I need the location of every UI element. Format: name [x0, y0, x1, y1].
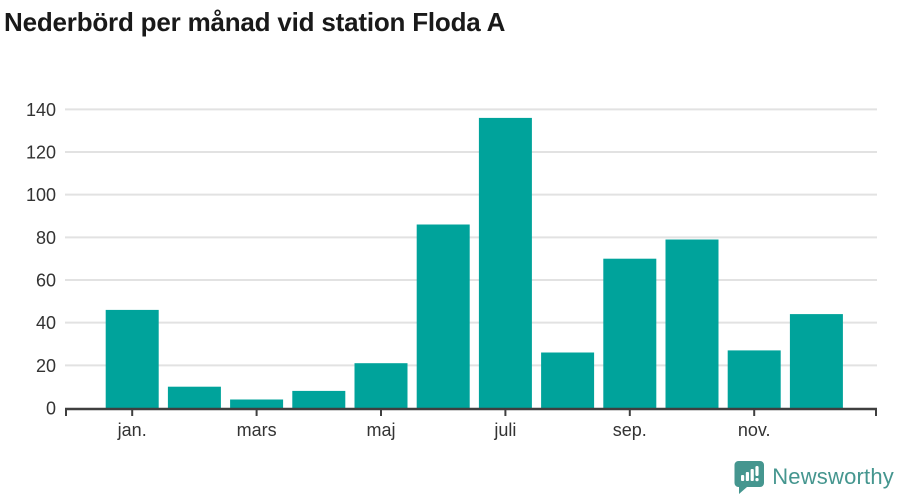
speech-bubble-shape	[734, 461, 765, 494]
bar-mars	[230, 399, 284, 408]
bar-apr.	[292, 390, 346, 408]
x-axis-tick-label: juli	[493, 420, 516, 440]
bar-feb.	[167, 386, 221, 408]
exclamation-stem	[755, 466, 759, 476]
y-axis-tick-label: 0	[46, 399, 56, 419]
y-axis-tick-label: 100	[26, 185, 56, 205]
x-axis-tick-label: jan.	[117, 420, 147, 440]
x-axis-tick-label: nov.	[738, 420, 771, 440]
bar-jan.	[105, 309, 159, 408]
y-axis-tick-label: 120	[26, 143, 56, 163]
newsworthy-logo-icon	[734, 461, 765, 494]
bar-sep.	[603, 258, 657, 408]
y-axis-tick-label: 60	[36, 271, 56, 291]
bar-maj	[354, 363, 408, 408]
brand-name: Newsworthy	[772, 464, 894, 489]
x-axis-tick-label: mars	[237, 420, 277, 440]
bar-okt.	[665, 239, 719, 408]
newsworthy-brand: Newsworthy	[734, 460, 894, 494]
y-axis-tick-label: 80	[36, 228, 56, 248]
bar-nov.	[727, 350, 781, 408]
y-axis-tick-label: 20	[36, 356, 56, 376]
bar-juli	[478, 117, 532, 409]
bar-juni	[416, 224, 470, 408]
bar-chart-svg: 0 20 40 60 80 100 120 140 jan. mars maj juli sep. nov…	[26, 100, 877, 440]
page-title: Nederbörd per månad vid station Floda A	[4, 7, 506, 37]
bar-dec.	[789, 314, 843, 408]
y-axis-tick-label: 140	[26, 100, 56, 120]
exclamation-dot	[755, 478, 759, 482]
bar-aug.	[541, 352, 595, 408]
y-axis-tick-label: 40	[36, 313, 56, 333]
x-axis-tick-label: sep.	[613, 420, 647, 440]
x-axis-tick-label: maj	[366, 420, 395, 440]
bar-chart-glyph	[741, 466, 759, 482]
